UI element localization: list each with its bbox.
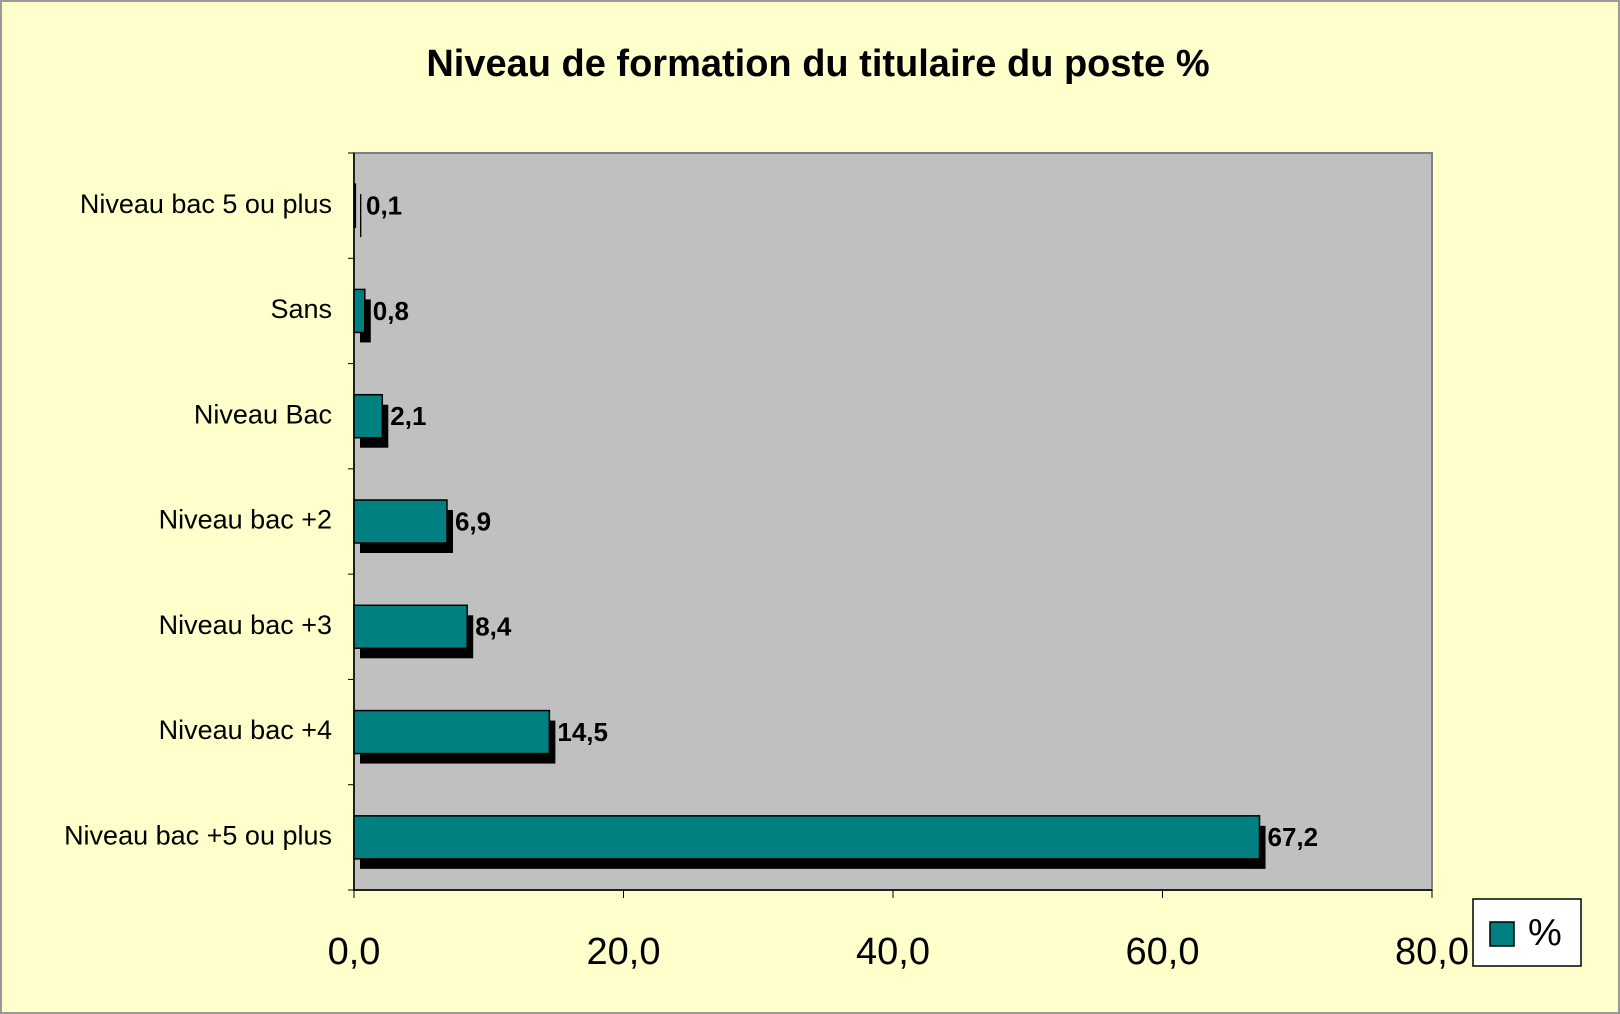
value-label: 8,4 (475, 612, 512, 642)
x-tick-label: 60,0 (1126, 931, 1200, 973)
legend-box (1472, 898, 1582, 967)
bar (353, 604, 468, 650)
bar-shadow (360, 194, 362, 238)
value-label: 67,2 (1268, 822, 1319, 852)
y-tick-label: Niveau Bac (194, 399, 332, 429)
x-tick-label: 20,0 (587, 931, 661, 973)
y-tick-label: Niveau bac +5 ou plus (64, 820, 332, 850)
legend-label: % (1528, 912, 1562, 954)
bar (353, 393, 384, 439)
plot-area (353, 152, 1433, 891)
x-tick-label: 40,0 (856, 931, 930, 973)
y-tick-label: Sans (270, 294, 332, 324)
x-tick-label: 0,0 (328, 931, 381, 973)
bar (353, 288, 366, 334)
legend-swatch (1489, 921, 1515, 947)
y-tick-label: Niveau bac +4 (159, 715, 332, 745)
value-label: 0,8 (373, 296, 409, 326)
y-tick-label: Niveau bac +2 (159, 505, 332, 535)
value-label: 2,1 (390, 401, 426, 431)
y-tick-label: Niveau bac 5 ou plus (80, 189, 332, 219)
x-tick-label: 80,0 (1395, 931, 1469, 973)
chart-title: Niveau de formation du titulaire du post… (426, 43, 1209, 85)
value-label: 14,5 (557, 717, 608, 747)
value-label: 0,1 (366, 191, 402, 221)
bar (353, 499, 448, 544)
value-label: 6,9 (455, 506, 491, 536)
bar (353, 183, 357, 228)
y-tick-label: Niveau bac +3 (159, 610, 332, 640)
bar (353, 709, 551, 755)
bar (353, 815, 1261, 860)
